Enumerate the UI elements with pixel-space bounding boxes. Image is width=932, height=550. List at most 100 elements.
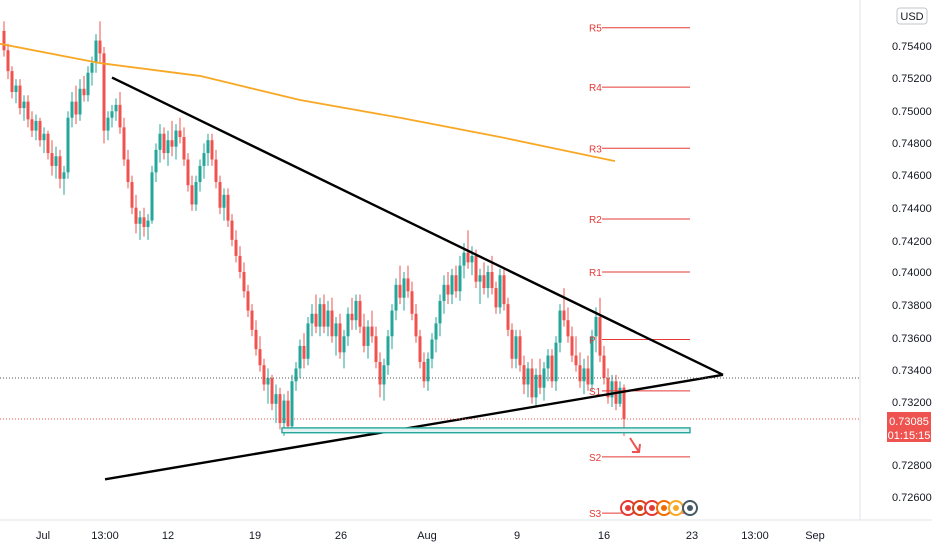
down-arrow-icon [629, 437, 641, 453]
candle-body [110, 111, 114, 118]
candle-body [438, 300, 442, 324]
candle-body [330, 310, 334, 337]
economic-event-icon-dot [649, 505, 655, 511]
last-price-tag [887, 412, 931, 442]
candle-body [198, 165, 202, 182]
pivot-label-p: P [589, 336, 596, 347]
candle-body [550, 355, 554, 382]
support-zone-rect[interactable] [281, 427, 691, 434]
x-tick-label: 13:00 [91, 530, 119, 542]
candle-body [602, 355, 606, 379]
candle-body [62, 172, 66, 179]
candle-body [390, 310, 394, 337]
candle-body [398, 284, 402, 298]
candle-body [378, 362, 382, 385]
candle-body [570, 336, 574, 356]
y-tick-label: 0.72600 [892, 492, 932, 504]
economic-event-icon-dot [625, 505, 631, 511]
currency-label[interactable]: USD [900, 11, 923, 23]
candle-body [302, 345, 306, 359]
candle-body [566, 320, 570, 337]
y-tick-label: 0.74400 [892, 203, 932, 215]
y-tick-label: 0.72800 [892, 460, 932, 472]
candle-body [422, 362, 426, 382]
candle-body [322, 304, 326, 327]
candle-body [498, 275, 502, 308]
candle-body [402, 278, 406, 298]
candle-body [514, 336, 518, 359]
candle-body [574, 355, 578, 366]
candle-body [102, 53, 106, 131]
candle-body [446, 284, 450, 295]
x-tick-label: 9 [514, 530, 520, 542]
candle-body [286, 400, 290, 427]
candle-body [70, 101, 74, 118]
currency-button[interactable] [896, 7, 928, 25]
economic-event-icon-dot [673, 505, 679, 511]
candle-body [234, 239, 238, 256]
support-zone[interactable] [281, 427, 691, 434]
candle-body [518, 336, 522, 366]
candle-body [546, 355, 550, 369]
candle-body [618, 387, 622, 404]
candle-body [586, 368, 590, 385]
candle-body [334, 323, 338, 337]
candle-body [318, 304, 322, 327]
candle-body [502, 275, 506, 305]
pivot-label-r5: R5 [589, 24, 602, 35]
y-tick-label: 0.74600 [892, 170, 932, 182]
economic-event-icon-dot [687, 505, 693, 511]
candle-body [262, 365, 266, 385]
candle-body [462, 252, 466, 266]
candle-body [82, 88, 86, 96]
last-price-value: 0.73085 [889, 416, 929, 428]
candle-body [470, 255, 474, 263]
candle-body [6, 50, 10, 72]
pivot-label-r1: R1 [589, 268, 602, 279]
candle-body [282, 400, 286, 424]
candle-body [478, 275, 482, 282]
x-tick-label: 13:00 [741, 530, 769, 542]
candle-body [522, 365, 526, 385]
candle-body [538, 374, 542, 388]
candle-body [354, 300, 358, 321]
candle-body [142, 217, 146, 227]
candle-body [230, 220, 234, 240]
candle-body [98, 40, 102, 54]
candle-body [494, 288, 498, 308]
x-tick-label: 19 [249, 530, 261, 542]
y-tick-label: 0.73200 [892, 397, 932, 409]
candle-body [598, 317, 602, 356]
candle-body [490, 272, 494, 289]
candle-body [466, 252, 470, 263]
candle-body [298, 345, 302, 369]
y-tick-label: 0.73600 [892, 333, 932, 345]
pivot-label-r4: R4 [589, 83, 602, 94]
candle-body [606, 378, 610, 398]
candle-body [118, 104, 122, 128]
candle-body [258, 349, 262, 366]
candle-body [594, 317, 598, 337]
trendline-lower[interactable] [104, 373, 724, 481]
candle-body [94, 40, 98, 64]
candle-body [274, 394, 278, 404]
candle-body [162, 133, 166, 154]
candle-body [370, 326, 374, 337]
candle-body [382, 365, 386, 385]
trendline-upper[interactable] [111, 76, 724, 376]
candle-body [290, 381, 294, 427]
triangle-trendlines[interactable] [104, 76, 724, 481]
candle-body [246, 291, 250, 311]
economic-event-icon-dot [637, 505, 643, 511]
candle-body [150, 172, 154, 221]
candle-body [578, 365, 582, 382]
candle-body [66, 117, 70, 173]
candle-body [50, 153, 54, 166]
candle-body [210, 140, 214, 160]
candle-body [218, 182, 222, 208]
candle-body [510, 329, 514, 359]
candle-body [562, 310, 566, 321]
candle-body [58, 156, 62, 179]
